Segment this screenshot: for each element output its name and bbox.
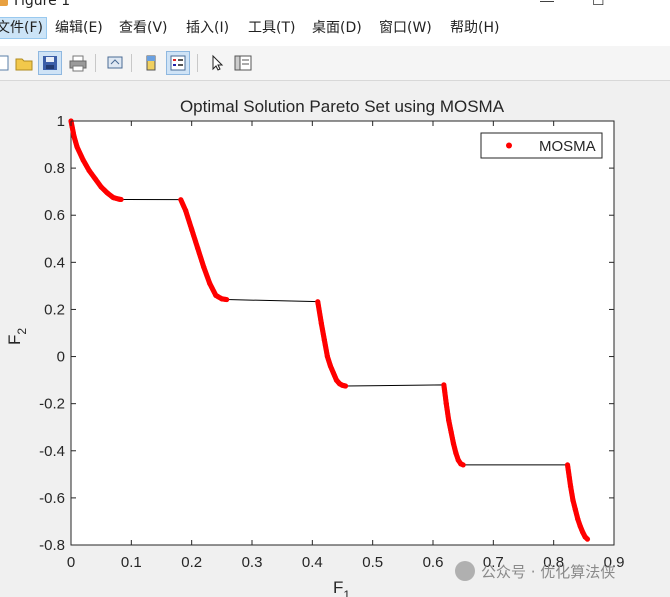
menu-edit[interactable]: 编辑(E) [55,20,103,36]
figure-canvas: 0 0.1 0.2 0.3 0.4 0.5 0.6 0.7 0.8 0.9 1 0.8 0.6 0.4 0… [0,81,670,597]
y-tick-label: 0.2 [44,301,65,318]
open-folder-icon[interactable] [12,51,36,75]
menu-insert[interactable]: 插入(I) [186,20,230,36]
y-tick-label: 0.8 [44,160,65,177]
wechat-logo-icon [455,561,475,581]
minimize-button[interactable]: — [540,0,554,8]
y-tick-label: -0.4 [39,443,65,460]
data-point [224,296,230,303]
legend-marker [506,142,512,149]
x-tick-label: 0.5 [362,554,383,571]
menu-desktop[interactable]: 桌面(D) [312,20,362,36]
menu-bar: 文件(F) 编辑(E) 查看(V) 插入(I) 工具(T) 桌面(D) 窗口(W… [0,10,670,46]
data-points [68,118,591,542]
chart-title: Optimal Solution Pareto Set using MOSMA [180,97,505,116]
x-tick-label: 0.1 [121,554,142,571]
y-axis-ticks: 1 0.8 0.6 0.4 0.2 0 -0.2 -0.4 -0.6 -0.8 [39,113,614,554]
watermark: 公众号 · 优化算法侠 [455,559,615,583]
menu-tools[interactable]: 工具(T) [248,20,296,36]
legend-label: MOSMA [539,138,596,155]
y-axis-label: F2 [5,328,29,345]
x-tick-label: 0.4 [302,554,323,571]
y-tick-label: 0.6 [44,207,65,224]
window-title: Figure 1 [14,0,71,9]
data-point [460,462,466,468]
toolbar [0,46,670,81]
pareto-plot: 0 0.1 0.2 0.3 0.4 0.5 0.6 0.7 0.8 0.9 10.80.60.40… [5,97,625,597]
maximize-button[interactable]: ☐ [592,0,605,8]
edit-plot-arrow-icon[interactable] [205,51,229,75]
x-tick-label: 0.8 [543,554,564,571]
data-point [118,196,124,203]
y-tick-label: -0.2 [39,396,65,413]
x-axis-ticks: 0 0.1 0.2 0.3 0.4 0.5 0.6 0.7 0.8 0.9 [67,121,625,571]
link-plot-icon[interactable] [103,51,127,75]
menu-window[interactable]: 窗口(W) [379,20,432,36]
x-axis-label: F1 [333,578,350,597]
y-tick-label: 0 [57,349,65,366]
menu-help[interactable]: 帮助(H) [450,20,500,36]
matlab-figure-icon [0,0,8,6]
colorbar-icon[interactable] [139,51,163,75]
data-point [584,536,591,542]
x-tick-label: 0.7 [483,554,504,571]
menu-file[interactable]: 文件(F) [0,17,47,39]
property-inspector-icon[interactable] [231,51,255,75]
new-figure-icon[interactable] [0,51,14,75]
print-icon[interactable] [66,51,90,75]
legend[interactable]: MOSMA [480,132,603,159]
x-tick-label: 0 [67,554,75,571]
watermark-text: 公众号 · 优化算法侠 [481,562,616,581]
y-tick-label: -0.8 [39,537,65,554]
menu-view[interactable]: 查看(V) [119,20,168,36]
legend-icon[interactable] [166,51,190,75]
x-tick-label: 0.2 [181,554,202,571]
title-bar: Figure 1 — ☐ [0,0,670,10]
legend-box [480,132,603,159]
y-tick-label: 1 [57,113,65,130]
y-tick-label: -0.6 [39,490,65,507]
axes-box[interactable] [70,120,615,546]
x-tick-label: 0.6 [423,554,444,571]
data-point [342,383,349,389]
x-tick-label: 0.9 [604,554,625,571]
y-tick-label: 0.4 [44,254,65,271]
x-tick-label: 0.3 [242,554,263,571]
save-icon[interactable] [38,51,62,75]
